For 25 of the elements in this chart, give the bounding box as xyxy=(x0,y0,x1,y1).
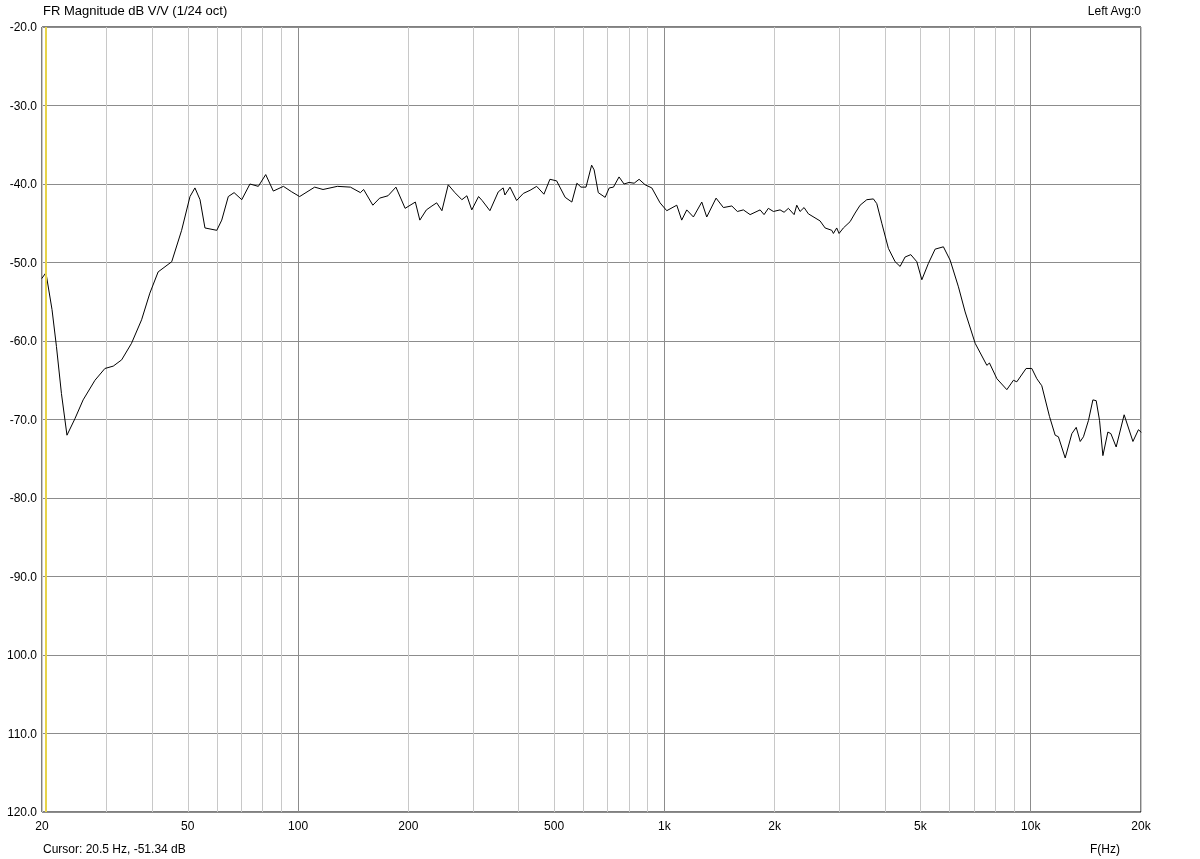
y-tick-label: -60.0 xyxy=(9,334,38,348)
y-tick-label: 110.0 xyxy=(7,726,38,741)
y-tick-label: -20.0 xyxy=(9,20,38,34)
x-tick-label: 2k xyxy=(768,819,782,833)
y-tick-label: -70.0 xyxy=(9,412,38,427)
x-tick-label: 20 xyxy=(35,819,49,833)
chart-title: FR Magnitude dB V/V (1/24 oct) xyxy=(43,3,228,18)
x-tick-label: 20k xyxy=(1131,819,1152,833)
x-tick-label: 5k xyxy=(914,819,928,833)
x-tick-label: 10k xyxy=(1021,819,1042,833)
text: Cursor: 20.5 Hz, -51.34 dB xyxy=(43,842,186,856)
x-tick-label: 100 xyxy=(288,819,309,833)
y-tick-label: -40.0 xyxy=(9,177,38,191)
text: Left Avg:0 xyxy=(1087,4,1142,18)
x-tick-label: 200 xyxy=(398,819,419,833)
y-tick-label: -80.0 xyxy=(9,491,38,505)
y-tick-label: -30.0 xyxy=(9,98,38,113)
x-tick-label: 50 xyxy=(181,819,195,833)
y-tick-label: 100.0 xyxy=(6,648,38,662)
x-tick-label: 1k xyxy=(658,819,672,833)
x-tick-label: 500 xyxy=(544,819,565,833)
y-tick-label: 120.0 xyxy=(6,805,38,819)
y-tick-label: -50.0 xyxy=(9,255,38,270)
y-tick-label: -90.0 xyxy=(9,569,38,584)
x-axis-title: F(Hz) xyxy=(1090,842,1121,856)
